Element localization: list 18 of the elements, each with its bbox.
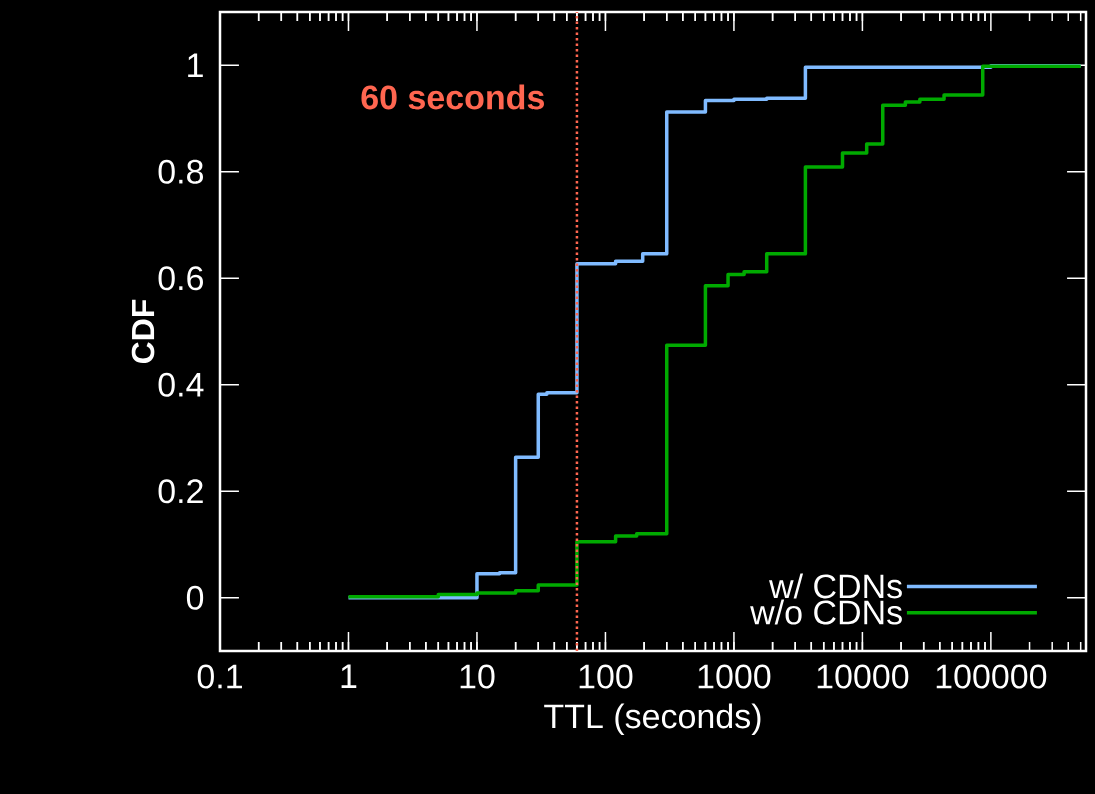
ref-line-label: 60 seconds bbox=[361, 84, 544, 110]
x-tick-label: 100 bbox=[579, 664, 633, 689]
y-tick-label: 0 bbox=[186, 585, 204, 610]
x-tick-label: 100000 bbox=[936, 664, 1047, 689]
x-tick-label: 10 bbox=[460, 664, 495, 689]
y-tick-label: 0.8 bbox=[158, 159, 204, 184]
x-tick-label: 1000 bbox=[698, 664, 771, 689]
legend-label: w/o CDNs bbox=[750, 599, 902, 625]
x-tick-label: 10000 bbox=[817, 664, 909, 689]
x-tick-label: 0.1 bbox=[197, 664, 242, 689]
y-tick-label: 0.6 bbox=[158, 266, 203, 291]
legend-label: w/ CDNs bbox=[769, 573, 902, 599]
y-tick-label: 0.4 bbox=[158, 372, 204, 397]
y-tick-label: 1 bbox=[188, 53, 203, 77]
y-axis-title: CDF bbox=[131, 299, 155, 364]
x-axis-title: TTL (seconds) bbox=[544, 703, 761, 736]
x-tick-label: 1 bbox=[341, 664, 357, 688]
y-tick-label: 0.2 bbox=[158, 479, 203, 504]
